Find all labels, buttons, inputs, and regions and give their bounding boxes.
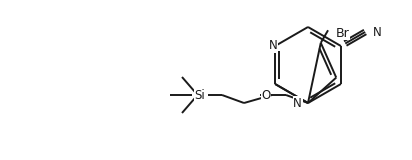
Text: O: O: [261, 88, 271, 101]
Text: Si: Si: [194, 88, 205, 101]
Text: N: N: [293, 96, 302, 109]
Text: Br: Br: [336, 27, 350, 40]
Text: N: N: [373, 25, 382, 39]
Text: N: N: [269, 39, 277, 52]
